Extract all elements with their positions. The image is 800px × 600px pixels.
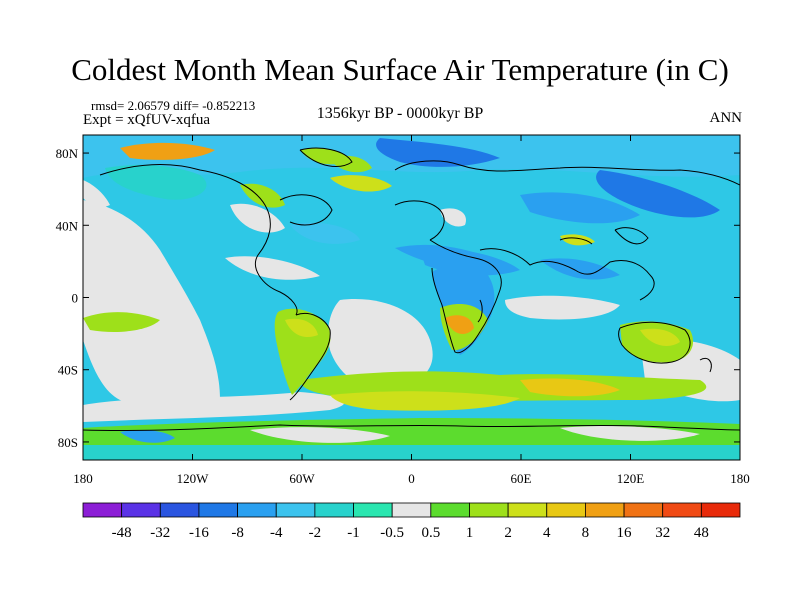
colorbar-label-14: 32	[655, 525, 670, 541]
season-label: ANN	[709, 110, 743, 126]
colorbar-label-3: -8	[231, 525, 244, 541]
colorbar-label-0: -48	[112, 525, 132, 541]
colorbar-swatch-8	[391, 502, 432, 518]
lon-label-5: 120E	[617, 471, 645, 486]
colorbar-swatch-2	[159, 502, 200, 518]
experiment-label: Expt = xQfUV-xqfua	[83, 112, 211, 128]
colorbar-swatch-4	[237, 502, 277, 518]
colorbar-swatch-13	[585, 502, 625, 518]
colorbar-label-4: -4	[270, 525, 283, 541]
period-label: 1356kyr BP - 0000kyr BP	[316, 105, 484, 122]
colorbar-swatch-0	[82, 502, 123, 518]
colorbar-swatch-9	[430, 502, 470, 518]
colorbar-label-13: 16	[617, 525, 633, 541]
lon-label-3: 0	[408, 471, 415, 486]
colorbar-swatch-7	[353, 502, 393, 518]
colorbar-swatch-12	[546, 502, 586, 518]
page-title: Coldest Month Mean Surface Air Temperatu…	[71, 52, 729, 87]
colorbar-swatch-6	[314, 502, 354, 518]
colorbar-label-12: 8	[582, 525, 590, 541]
colorbar-label-2: -16	[189, 525, 209, 541]
lon-label-2: 60W	[289, 471, 315, 486]
stats-readout: rmsd= 2.06579 diff= -0.852213	[91, 98, 256, 113]
colorbar-label-7: -0.5	[380, 525, 404, 541]
longitude-axis: 180 120W 60W 0 60E 120E 180	[73, 135, 750, 486]
colorbar-label-6: -1	[347, 525, 360, 541]
lat-label-3: 40S	[58, 363, 78, 378]
lat-label-4: 80S	[58, 435, 78, 450]
lon-label-4: 60E	[511, 471, 532, 486]
colorbar-swatch-3	[198, 502, 238, 518]
colorbar-swatch-15	[662, 502, 702, 518]
colorbar-swatch-10	[469, 502, 509, 518]
colorbar-label-15: 48	[694, 525, 709, 541]
lon-label-1: 120W	[177, 471, 210, 486]
temperature-field	[83, 135, 740, 460]
colorbar-label-11: 4	[543, 525, 551, 541]
colorbar-swatch-11	[507, 502, 548, 518]
colorbar-label-8: 0.5	[421, 525, 440, 541]
lon-label-6: 180	[730, 471, 750, 486]
colorbar-swatch-1	[121, 502, 161, 518]
colorbar-label-10: 2	[504, 525, 512, 541]
latitude-axis: 80N 40N 0 40S 80S	[56, 146, 740, 450]
colorbar-swatch-14	[623, 502, 664, 518]
lat-label-0: 80N	[56, 146, 79, 161]
colorbar: -48 -32 -16 -8 -4 -2 -1 -0.5 0.5 1 2 4 8 16 32 48	[82, 502, 741, 541]
colorbar-label-1: -32	[150, 525, 170, 541]
colorbar-label-9: 1	[466, 525, 474, 541]
colorbar-swatch-16	[700, 502, 741, 518]
colorbar-label-5: -2	[309, 525, 322, 541]
lon-label-0: 180	[73, 471, 93, 486]
coastlines	[83, 147, 740, 432]
colorbar-swatch-5	[275, 502, 316, 518]
lat-label-2: 0	[72, 291, 79, 306]
lat-label-1: 40N	[56, 218, 79, 233]
